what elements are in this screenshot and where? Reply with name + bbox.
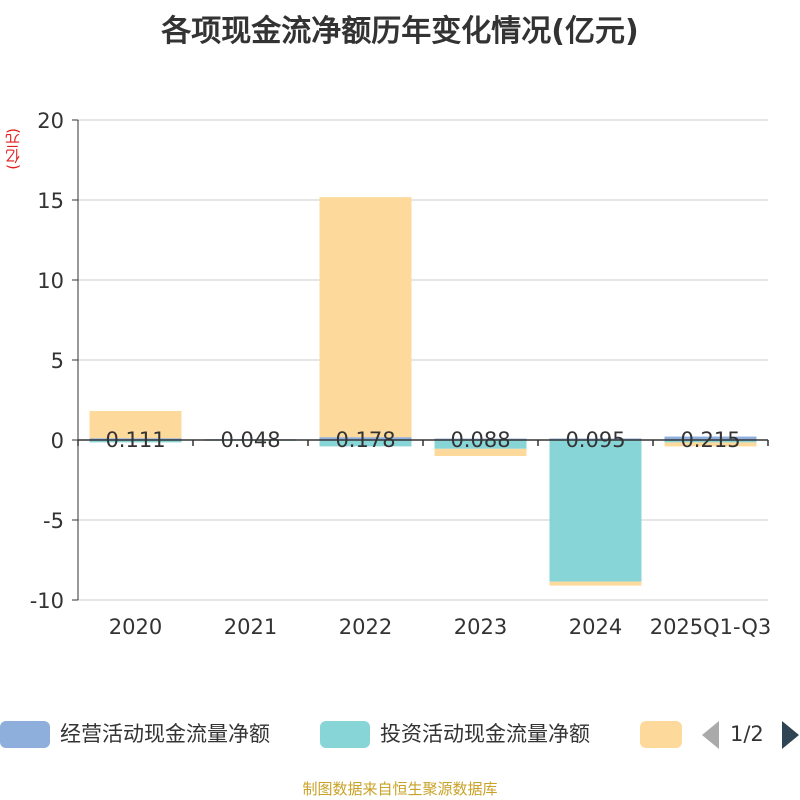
data-label: 0.095 bbox=[565, 428, 625, 452]
data-label: 0.215 bbox=[680, 428, 740, 452]
x-tick-label: 2023 bbox=[454, 615, 507, 639]
legend-swatch-financing bbox=[640, 721, 682, 748]
y-tick-label: 5 bbox=[51, 349, 64, 373]
y-tick-label: 10 bbox=[37, 269, 64, 293]
y-tick-label: 15 bbox=[37, 189, 64, 213]
bar-series-1-2022 bbox=[319, 440, 412, 447]
y-tick-label: 20 bbox=[37, 109, 64, 133]
bar-series-0-2025Q1-Q3 bbox=[664, 436, 757, 440]
legend-label-operating: 经营活动现金流量净额 bbox=[60, 722, 270, 746]
bar-series-1-2023 bbox=[434, 440, 527, 449]
bar-series-2-2025Q1-Q3 bbox=[664, 442, 757, 447]
x-tick-label: 2025Q1-Q3 bbox=[650, 615, 772, 639]
x-tick-label: 2020 bbox=[109, 615, 162, 639]
bar-series-0-2022 bbox=[319, 437, 412, 440]
legend-page-indicator: 1/2 bbox=[730, 722, 764, 746]
data-label: 0.178 bbox=[335, 428, 395, 452]
x-tick-label: 2022 bbox=[339, 615, 392, 639]
y-tick-label: -5 bbox=[43, 509, 64, 533]
legend-next-page-icon[interactable] bbox=[782, 721, 799, 749]
data-label: 0.111 bbox=[105, 428, 165, 452]
data-label: 0.088 bbox=[450, 428, 510, 452]
x-tick-label: 2024 bbox=[569, 615, 622, 639]
legend-swatch-operating bbox=[0, 721, 50, 748]
bar-series-1-2020 bbox=[89, 440, 182, 443]
bar-series-2-2023 bbox=[434, 448, 527, 456]
y-tick-label: 0 bbox=[51, 429, 64, 453]
bar-series-0-2024 bbox=[549, 438, 642, 440]
chart-title: 各项现金流净额历年变化情况(亿元) bbox=[161, 14, 639, 49]
bar-series-2-2020 bbox=[89, 411, 182, 439]
bar-series-1-2024 bbox=[549, 440, 642, 582]
bar-series-2-2022 bbox=[319, 197, 412, 438]
bar-series-0-2020 bbox=[89, 438, 182, 440]
y-tick-label: -10 bbox=[30, 589, 64, 613]
x-tick-label: 2021 bbox=[224, 615, 277, 639]
data-source-note: 制图数据来自恒生聚源数据库 bbox=[302, 780, 498, 798]
data-label: 0.048 bbox=[220, 428, 280, 452]
legend-prev-page-icon[interactable] bbox=[702, 721, 719, 749]
legend-label-investing: 投资活动现金流量净额 bbox=[380, 722, 590, 746]
legend-swatch-investing bbox=[320, 721, 370, 748]
chart-canvas: 20 15 10 5 0 -5 -10 0.111 0.048 0.178 0.088 0.095 0.… bbox=[30, 109, 772, 639]
bar-series-2-2024 bbox=[549, 581, 642, 586]
legend: 经营活动现金流量净额 投资活动现金流量净额 1/2 bbox=[0, 718, 800, 750]
bar-series-1-2025Q1-Q3 bbox=[664, 440, 757, 443]
